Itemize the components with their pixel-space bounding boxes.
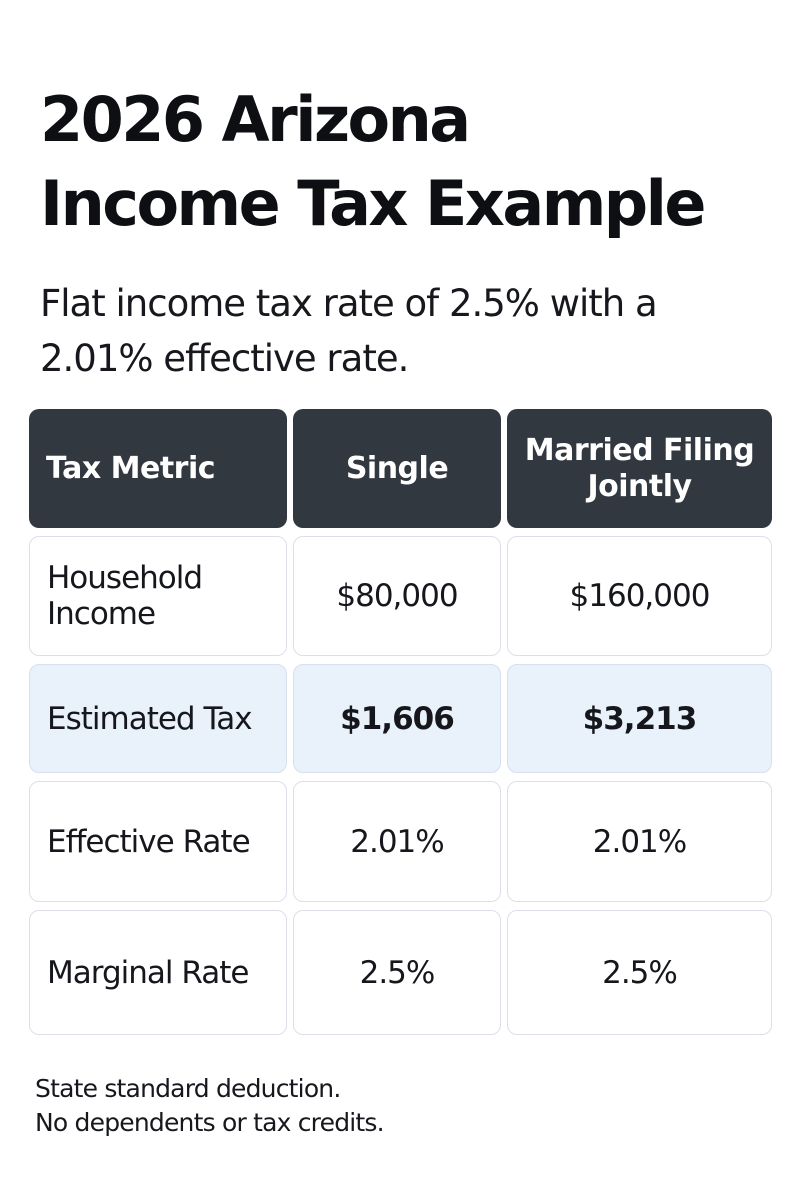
header-married-label: Married Filing Jointly [524, 432, 755, 504]
table-header-row: Tax Metric Single Married Filing Jointly [29, 409, 772, 528]
row-married-value: 2.01% [507, 781, 772, 902]
row-metric-label: Household Income [29, 536, 287, 656]
table-row-marginal-rate: Marginal Rate 2.5% 2.5% [29, 910, 772, 1035]
row-married-value: $160,000 [507, 536, 772, 656]
page-subtitle: Flat income tax rate of 2.5% with a 2.01… [40, 276, 770, 386]
header-single: Single [293, 409, 501, 528]
title-line-2: Income Tax Example [40, 167, 706, 240]
metric-marginal-rate: Marginal Rate [29, 910, 287, 1035]
subtitle-line-2: 2.01% effective rate. [40, 337, 409, 380]
header-tax-metric: Tax Metric [29, 409, 287, 528]
row-married-value: $3,213 [507, 664, 772, 773]
table-row-household-income: Household Income $80,000 $160,000 [29, 536, 772, 656]
table-row-effective-rate: Effective Rate 2.01% 2.01% [29, 781, 772, 902]
row-single-value: 2.5% [293, 910, 501, 1035]
row-single-value: $80,000 [293, 536, 501, 656]
row-single-value: 2.01% [293, 781, 501, 902]
table-row-estimated-tax: Estimated Tax $1,606 $3,213 [29, 664, 772, 773]
title-line-1: 2026 Arizona [40, 83, 471, 156]
row-single-value: $1,606 [293, 664, 501, 773]
metric-estimated-tax: Estimated Tax [29, 664, 287, 773]
metric-household-income: Household Income [47, 560, 203, 632]
header-married-filing-jointly: Married Filing Jointly [507, 409, 772, 528]
page-title: 2026 Arizona Income Tax Example [40, 78, 770, 246]
footnote-line-2: No dependents or tax credits. [35, 1108, 385, 1137]
footnote-line-1: State standard deduction. [35, 1074, 341, 1103]
footnote: State standard deduction. No dependents … [35, 1072, 735, 1140]
metric-effective-rate: Effective Rate [29, 781, 287, 902]
subtitle-line-1: Flat income tax rate of 2.5% with a [40, 282, 658, 325]
row-married-value: 2.5% [507, 910, 772, 1035]
